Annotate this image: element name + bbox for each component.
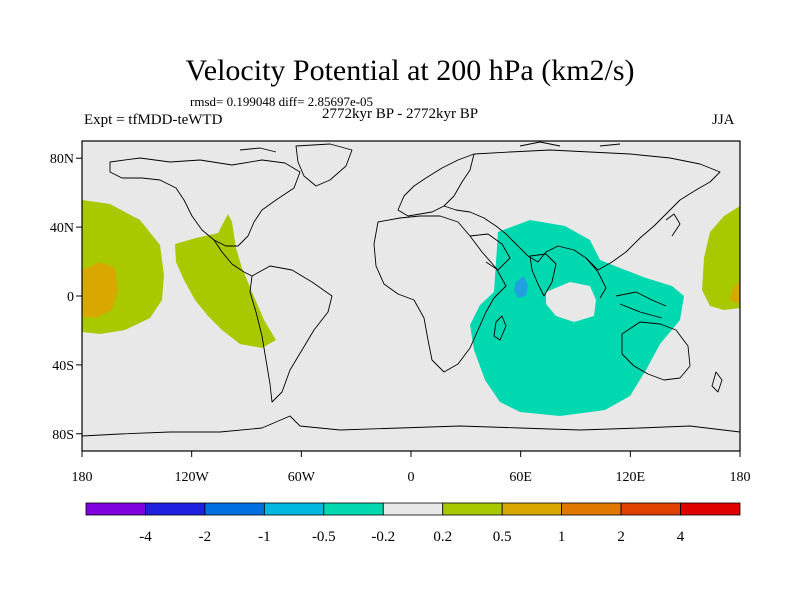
coast-arctic-islands [239,141,621,153]
y-tick-label: 0 [67,290,74,305]
colorbar-swatch [145,502,206,516]
colorbar-swatch [442,502,503,516]
x-tick-label: 180 [730,470,751,485]
x-tick-label: 120W [175,470,210,485]
colorbar-swatch [85,502,146,516]
stats-label: rmsd= 0.199048 diff= 2.85697e-05 [190,94,374,109]
west-pacific-core-region [730,280,740,304]
x-tick-label: 180 [72,470,93,485]
colorbar-label: -4 [139,529,152,545]
coast-japan [665,213,681,237]
colorbar-label: 4 [677,529,685,545]
x-tick-label: 0 [408,470,415,485]
arabian-sea-core-region [514,276,528,298]
colorbar-swatch [382,502,444,516]
coast-india [529,253,557,297]
colorbar-swatch [323,502,384,516]
coast-greenland [295,143,353,187]
coastlines [81,141,741,437]
colorbar-label: 1 [558,529,566,545]
coast-antarctica [81,415,741,437]
season-label: JJA [712,112,735,128]
x-axis: 180 120W 60W 0 60E 120E 180 [72,451,751,485]
coast-south-america [249,265,333,403]
colorbar-label: -1 [258,529,271,545]
colorbar-swatch [680,502,741,516]
coast-arabia [469,233,511,271]
coast-africa [373,215,507,373]
coast-europe [397,153,475,217]
coast-australia [621,321,691,381]
coast-north-america [109,157,301,247]
colorbar-label: -0.5 [312,529,336,545]
experiment-label: Expt = tfMDD-teWTD [84,112,223,128]
colorbar-label: 0.2 [433,529,452,545]
y-axis: 80N 40N 0 40S 80S [50,152,82,443]
central-pacific-core-region [82,262,118,318]
y-tick-label: 80N [50,152,74,167]
colorbar-swatch [620,502,681,516]
coast-new-zealand [711,371,723,393]
colorbar-label: -0.2 [371,529,395,545]
period-label: 2772kyr BP - 2772kyr BP [322,106,479,122]
colorbar-swatch [501,502,563,516]
colorbar-label: 0.5 [493,529,512,545]
east-pacific-positive-region [175,214,276,348]
y-tick-label: 80S [52,428,74,443]
y-tick-label: 40N [50,221,74,236]
anomaly-regions [82,200,740,416]
x-tick-label: 60W [288,470,316,485]
indian-ocean-negative-region [470,220,684,416]
coast-southeast-asia [585,257,667,319]
coast-madagascar [493,315,507,341]
x-tick-label: 60E [509,470,532,485]
coast-asia [443,149,721,271]
colorbar-swatch [561,502,622,516]
x-tick-label: 120E [616,470,646,485]
colorbar-swatch [263,502,325,516]
coast-central-america [213,239,253,277]
colorbar-label: -2 [199,529,212,545]
colorbar-swatch [204,502,265,516]
y-tick-label: 40S [52,359,74,374]
chart-title: Velocity Potential at 200 hPa (km2/s) [185,54,635,87]
colorbar-label: 2 [617,529,625,545]
west-pacific-positive-region [702,206,740,310]
